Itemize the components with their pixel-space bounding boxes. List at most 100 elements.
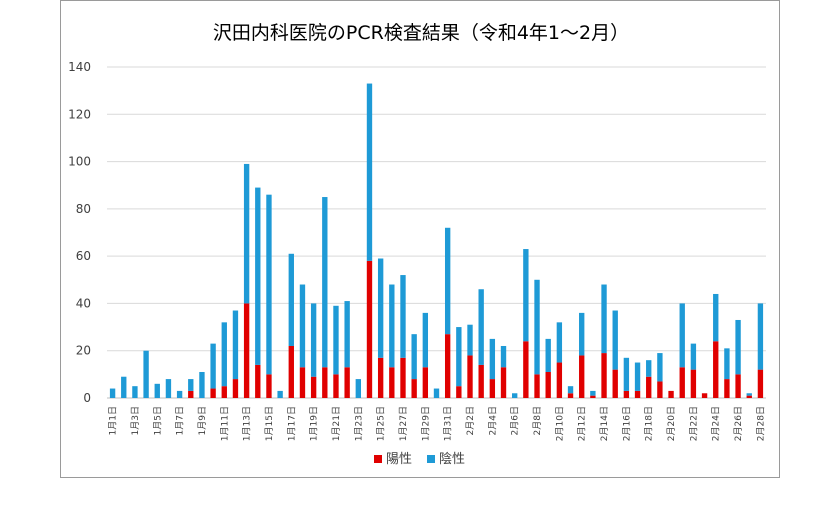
chart-title: 沢田内科医院のPCR検査結果（令和4年1～2月） (213, 22, 629, 44)
bar-negative (746, 393, 752, 396)
bar-negative (500, 345, 507, 368)
bar-positive (735, 374, 741, 398)
legend-swatch-positive (374, 455, 382, 463)
bar-negative (456, 327, 462, 387)
x-tick-label: 1月11日 (219, 406, 230, 441)
bar-negative (299, 284, 306, 368)
x-tick-label: 2月8日 (532, 406, 543, 435)
bar-positive (545, 371, 551, 398)
bar-negative (601, 284, 607, 354)
bar-negative (757, 303, 764, 370)
bar-negative (612, 310, 618, 370)
x-tick-label: 2月20日 (666, 406, 677, 441)
x-tick-label: 1月21日 (331, 406, 342, 441)
bar-negative (377, 258, 384, 358)
y-tick-label: 120 (68, 107, 91, 121)
bar-negative (657, 353, 663, 382)
bar-negative (266, 194, 272, 375)
bar-negative (389, 284, 395, 368)
bar-positive (534, 374, 540, 398)
bar-positive (299, 367, 306, 398)
bar-positive (310, 376, 317, 398)
bar-negative (310, 303, 317, 377)
bar-positive (757, 369, 764, 398)
bar-positive (489, 379, 496, 398)
x-tick-label: 1月29日 (420, 406, 431, 441)
bar-positive (590, 395, 596, 398)
bar-negative (690, 343, 697, 370)
bar-positive (366, 260, 373, 398)
bar-positive (601, 353, 607, 398)
bar-positive (500, 367, 507, 398)
x-tick-label: 2月12日 (577, 406, 588, 441)
y-tick-label: 80 (76, 202, 91, 216)
bar-negative (255, 187, 261, 365)
bar-negative (288, 253, 294, 346)
bar-positive (612, 369, 618, 398)
x-tick-label: 1月17日 (286, 406, 297, 441)
x-tick-label: 2月16日 (621, 406, 632, 441)
bar-positive (266, 374, 272, 398)
bar-negative (590, 390, 596, 396)
x-tick-label: 1月25日 (376, 406, 387, 441)
y-axis-ticks: 0 20 40 60 80 100 120 140 (68, 60, 91, 405)
bar-positive (389, 367, 395, 398)
bar-negative (478, 289, 484, 365)
bar-positive (579, 355, 585, 398)
bar-negative (724, 348, 730, 380)
bar-negative (534, 279, 540, 375)
bar-positive (523, 341, 529, 398)
bar-positive (690, 369, 697, 398)
bar-negative (121, 376, 127, 398)
bar-negative (232, 310, 239, 380)
legend-label-positive: 陽性 (386, 452, 412, 467)
bar-positive (322, 367, 328, 398)
x-tick-label: 1月19日 (309, 406, 320, 441)
bar-negative (132, 386, 138, 398)
bar-negative (646, 360, 652, 377)
bar-positive (444, 334, 451, 398)
y-tick-label: 40 (76, 296, 91, 310)
x-tick-label: 2月28日 (755, 406, 766, 441)
bar-negative (634, 362, 641, 391)
legend-label-negative: 陰性 (439, 452, 465, 467)
bar-negative (109, 388, 116, 398)
bar-positive (422, 367, 429, 398)
bar-positive (243, 303, 250, 398)
bar-positive (255, 364, 261, 398)
bar-negative (344, 301, 350, 368)
gridlines (107, 66, 766, 399)
x-tick-label: 2月14日 (599, 406, 610, 441)
bar-positive (232, 379, 239, 398)
bar-positive (646, 376, 652, 398)
bar-positive (679, 367, 685, 398)
bar-negative (433, 388, 440, 398)
y-tick-label: 140 (68, 60, 91, 74)
bar-positive (746, 395, 752, 398)
x-tick-label: 1月27日 (398, 406, 409, 441)
bar-negative (523, 249, 529, 342)
legend: 陽性 陰性 (374, 452, 465, 467)
y-tick-label: 20 (76, 344, 91, 358)
bar-positive (333, 374, 339, 398)
bar-negative (143, 350, 149, 398)
x-tick-label: 1月7日 (175, 406, 186, 435)
x-tick-label: 1月31日 (443, 406, 454, 441)
bar-negative (199, 371, 205, 398)
bar-positive (188, 390, 194, 398)
bar-positive (724, 379, 730, 398)
bar-negative (713, 293, 719, 342)
x-tick-label: 1月9日 (197, 406, 208, 435)
bar-positive (657, 381, 663, 398)
bar-positive (210, 388, 216, 398)
x-tick-label: 2月4日 (487, 406, 498, 435)
bar-negative (444, 227, 451, 335)
bar-negative (154, 383, 160, 398)
bar-negative (489, 338, 496, 380)
bar-negative (210, 343, 216, 389)
bar-negative (277, 390, 283, 398)
x-tick-label: 1月3日 (130, 406, 141, 435)
bar-positive (411, 379, 417, 398)
bar-negative (567, 386, 574, 394)
x-axis-ticks: 1月1日 1月3日 1月5日 1月7日 1月9日 1月11日 1月13日 1月15日 1月17日… (108, 406, 767, 441)
